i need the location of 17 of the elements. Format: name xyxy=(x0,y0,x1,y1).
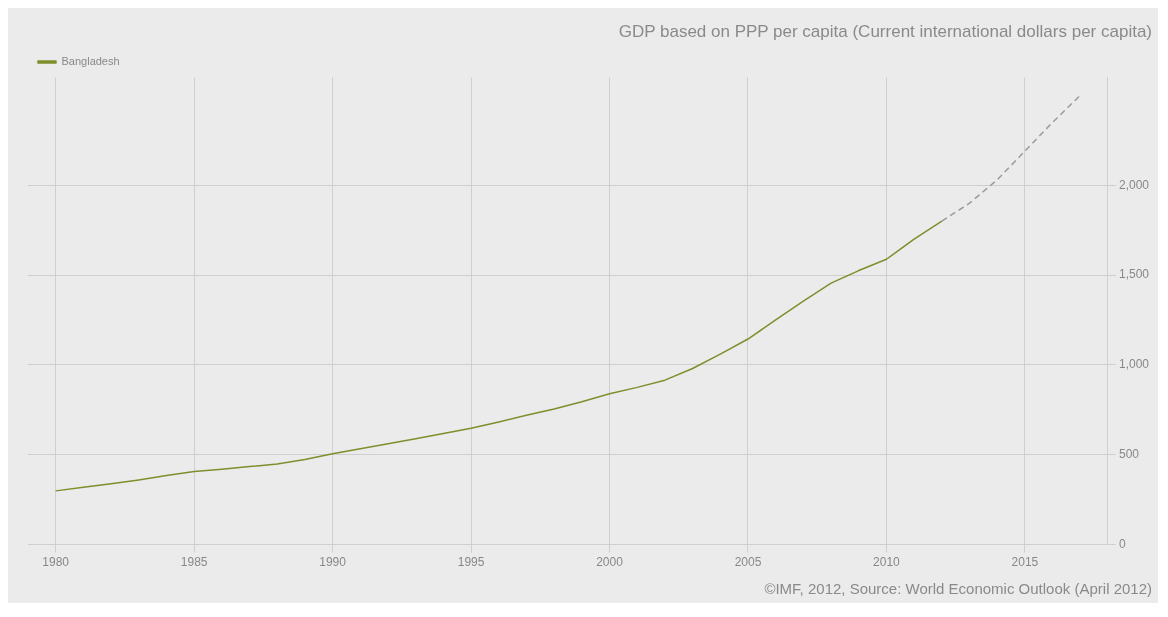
text: ©IMF, 2012, Source: World Economic Outlook (April 2012) xyxy=(764,579,1152,597)
x-tick-label: 2015 xyxy=(1011,555,1039,570)
x-tick-label: 1990 xyxy=(319,555,347,570)
y-tick-label: 2,000 xyxy=(1118,177,1150,192)
y-tick-label: 0 xyxy=(1118,536,1126,551)
chart-title: GDP based on PPP per capita (Current international dollars per capita) xyxy=(618,21,1152,41)
legend-label: Bangladesh xyxy=(61,54,120,67)
x-tick-label: 1985 xyxy=(180,555,208,570)
x-tick-label: 2010 xyxy=(873,555,901,570)
y-tick-label: 1,500 xyxy=(1118,267,1150,282)
x-tick-label: 2005 xyxy=(734,555,762,570)
x-tick-label: 1980 xyxy=(42,555,70,570)
line-series xyxy=(941,94,1082,222)
x-tick-label: 1995 xyxy=(457,555,485,570)
y-tick-label: 1,000 xyxy=(1118,357,1150,372)
y-tick-label: 500 xyxy=(1118,447,1140,462)
x-tick-label: 2000 xyxy=(596,555,624,570)
